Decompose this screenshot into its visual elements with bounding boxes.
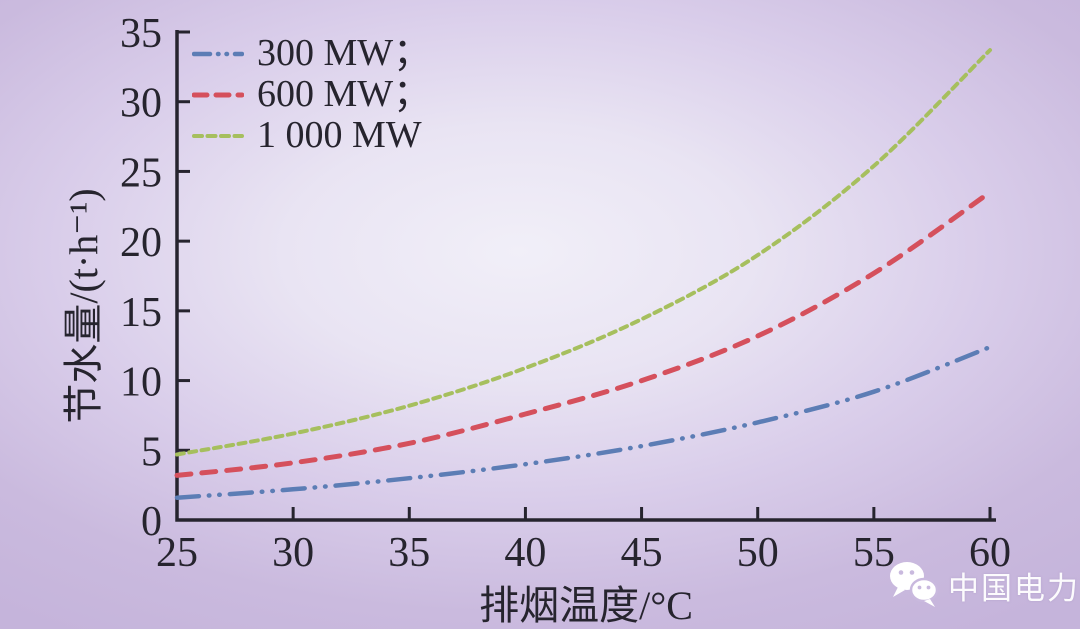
legend-label-0: 300 MW； — [257, 32, 432, 74]
series-line-2 — [175, 48, 992, 457]
x-tick-label-35: 35 — [388, 530, 430, 576]
legend-label-2: 1 000 MW — [257, 114, 422, 156]
legend-line-sample-1 — [192, 92, 244, 97]
x-tick-label-50: 50 — [737, 530, 779, 576]
x-tick-label-60: 60 — [969, 530, 1011, 576]
wechat-icon — [890, 562, 939, 607]
y-tick-label-15: 15 — [120, 290, 162, 336]
x-tick-label-55: 55 — [853, 530, 895, 576]
y-tick-label-35: 35 — [120, 11, 162, 57]
x-tick-label-25: 25 — [156, 530, 198, 576]
watermark: 中国电力 — [886, 558, 1080, 612]
x-axis-title: 排烟温度/°C — [479, 583, 693, 628]
legend-item-2: 1 000 MW — [192, 115, 431, 156]
legend-item-0: 300 MW； — [192, 33, 431, 74]
watermark-text: 中国电力 — [948, 570, 1080, 607]
y-tick-label-20: 20 — [120, 220, 162, 266]
y-tick-label-25: 25 — [120, 150, 162, 196]
y-tick-label-10: 10 — [120, 360, 162, 406]
y-tick-label-5: 5 — [141, 429, 162, 475]
legend-item-1: 600 MW； — [192, 74, 431, 115]
series-line-1 — [174, 189, 993, 478]
y-axis-title: 节水量/(t·h⁻¹) — [61, 188, 106, 424]
legend-label-1: 600 MW； — [257, 73, 432, 115]
series-line-0 — [174, 344, 993, 500]
x-tick-label-30: 30 — [272, 530, 314, 576]
x-tick-label-45: 45 — [621, 530, 663, 576]
y-tick-label-30: 30 — [120, 81, 162, 127]
legend-line-sample-0 — [192, 51, 244, 56]
x-tick-label-40: 40 — [504, 530, 546, 576]
legend: 300 MW； 600 MW； 1 000 MW — [192, 33, 431, 156]
legend-line-sample-2 — [192, 133, 244, 138]
y-tick-label-0: 0 — [141, 499, 162, 545]
